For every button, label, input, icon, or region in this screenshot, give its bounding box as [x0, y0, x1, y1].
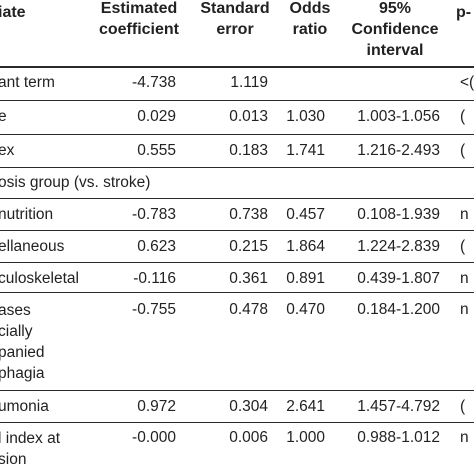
- cell-coefficient: -4.738: [132, 74, 176, 91]
- header-standard-line1: Standard: [200, 0, 270, 17]
- cell-p-value: <(: [460, 74, 474, 91]
- cell-p-value: (: [460, 142, 466, 159]
- cell-variable: ellaneous: [0, 238, 65, 255]
- cell-variable: e: [0, 108, 7, 125]
- cell-p-value: n: [460, 301, 469, 318]
- cell-odds-ratio: 0.470: [286, 301, 325, 318]
- cell-confidence-interval: 0.108-1.939: [357, 206, 440, 223]
- header-odds-line1: Odds: [289, 0, 331, 17]
- cell-standard-error: 0.738: [229, 206, 268, 223]
- row-divider: [0, 390, 474, 391]
- cell-p-value: (: [460, 238, 466, 255]
- cell-odds-ratio: 0.457: [286, 206, 325, 223]
- cell-odds-ratio: 1.741: [286, 142, 325, 159]
- header-odds-ratio: Odds ratio: [280, 0, 340, 40]
- cell-variable-line: cially: [0, 323, 33, 340]
- header-rule: [0, 66, 474, 68]
- header-odds-line2: ratio: [292, 21, 328, 38]
- cell-standard-error: 1.119: [230, 74, 268, 91]
- cell-variable-line: sion: [0, 451, 27, 468]
- cell-confidence-interval: 0.184-1.200: [357, 301, 440, 318]
- header-confidence-interval: 95% Confidence interval: [340, 0, 450, 61]
- cell-odds-ratio: 1.030: [286, 108, 325, 125]
- row-divider: [0, 134, 474, 135]
- cell-variable-line: l index at: [0, 430, 61, 447]
- row-divider: [0, 167, 474, 168]
- cell-variable: l index at sion: [0, 428, 128, 470]
- cell-p-value: n: [460, 270, 469, 287]
- header-variable: iate: [0, 4, 26, 21]
- header-ci-line1: 95%: [378, 0, 412, 17]
- cell-variable: osis group (vs. stroke): [0, 174, 151, 191]
- row-divider: [0, 198, 474, 199]
- cell-p-value: (: [460, 398, 466, 415]
- cell-p-value: (: [460, 108, 466, 125]
- cell-coefficient: -0.755: [132, 301, 176, 318]
- cell-standard-error: 0.006: [229, 429, 268, 446]
- cell-variable: ex: [0, 142, 15, 159]
- cell-coefficient: 0.555: [137, 142, 176, 159]
- cell-variable: nutrition: [0, 206, 54, 223]
- cell-variable-line: ases: [0, 302, 31, 319]
- cell-coefficient: 0.623: [137, 238, 176, 255]
- cell-confidence-interval: 1.224-2.839: [357, 238, 440, 255]
- header-standard-line2: error: [216, 21, 254, 38]
- row-divider: [0, 262, 474, 263]
- cell-odds-ratio: 0.891: [286, 270, 325, 287]
- cell-p-value: n: [460, 429, 469, 446]
- row-divider: [0, 422, 474, 423]
- header-ci-line2: Confidence: [351, 21, 439, 38]
- cell-coefficient: -0.116: [133, 270, 176, 287]
- cell-coefficient: 0.972: [137, 398, 176, 415]
- header-ci-line3: interval: [366, 42, 424, 59]
- cell-variable: ant term: [0, 74, 55, 91]
- cell-coefficient: 0.029: [137, 108, 176, 125]
- cell-standard-error: 0.183: [229, 142, 268, 159]
- cell-odds-ratio: 1.000: [286, 429, 325, 446]
- cell-coefficient: -0.783: [132, 206, 176, 223]
- cell-variable: ases cially panied phagia: [0, 300, 128, 384]
- row-divider: [0, 292, 474, 293]
- cell-variable: culoskeletal: [0, 270, 79, 287]
- header-estimated-line1: Estimated: [100, 0, 178, 17]
- cell-variable-line: phagia: [0, 365, 45, 382]
- row-divider: [0, 230, 474, 231]
- cell-confidence-interval: 1.457-4.792: [357, 398, 440, 415]
- cell-standard-error: 0.215: [229, 238, 268, 255]
- cell-standard-error: 0.013: [229, 108, 268, 125]
- cell-odds-ratio: 1.864: [286, 238, 325, 255]
- cell-standard-error: 0.304: [229, 398, 268, 415]
- cell-p-value: n: [460, 206, 469, 223]
- header-estimated-coefficient: Estimated coefficient: [88, 0, 190, 40]
- cell-confidence-interval: 0.439-1.807: [357, 270, 440, 287]
- cell-confidence-interval: 1.003-1.056: [357, 108, 440, 125]
- cell-coefficient: -0.000: [132, 429, 176, 446]
- cell-odds-ratio: 2.641: [286, 398, 325, 415]
- cell-standard-error: 0.478: [229, 301, 268, 318]
- header-p-value: p-: [456, 4, 472, 21]
- row-divider: [0, 100, 474, 101]
- cell-variable: umonia: [0, 398, 49, 415]
- header-estimated-line2: coefficient: [98, 21, 179, 38]
- cell-standard-error: 0.361: [229, 270, 268, 287]
- cell-confidence-interval: 0.988-1.012: [357, 429, 440, 446]
- cell-confidence-interval: 1.216-2.493: [357, 142, 440, 159]
- cell-variable-line: panied: [0, 344, 45, 361]
- header-standard-error: Standard error: [190, 0, 280, 40]
